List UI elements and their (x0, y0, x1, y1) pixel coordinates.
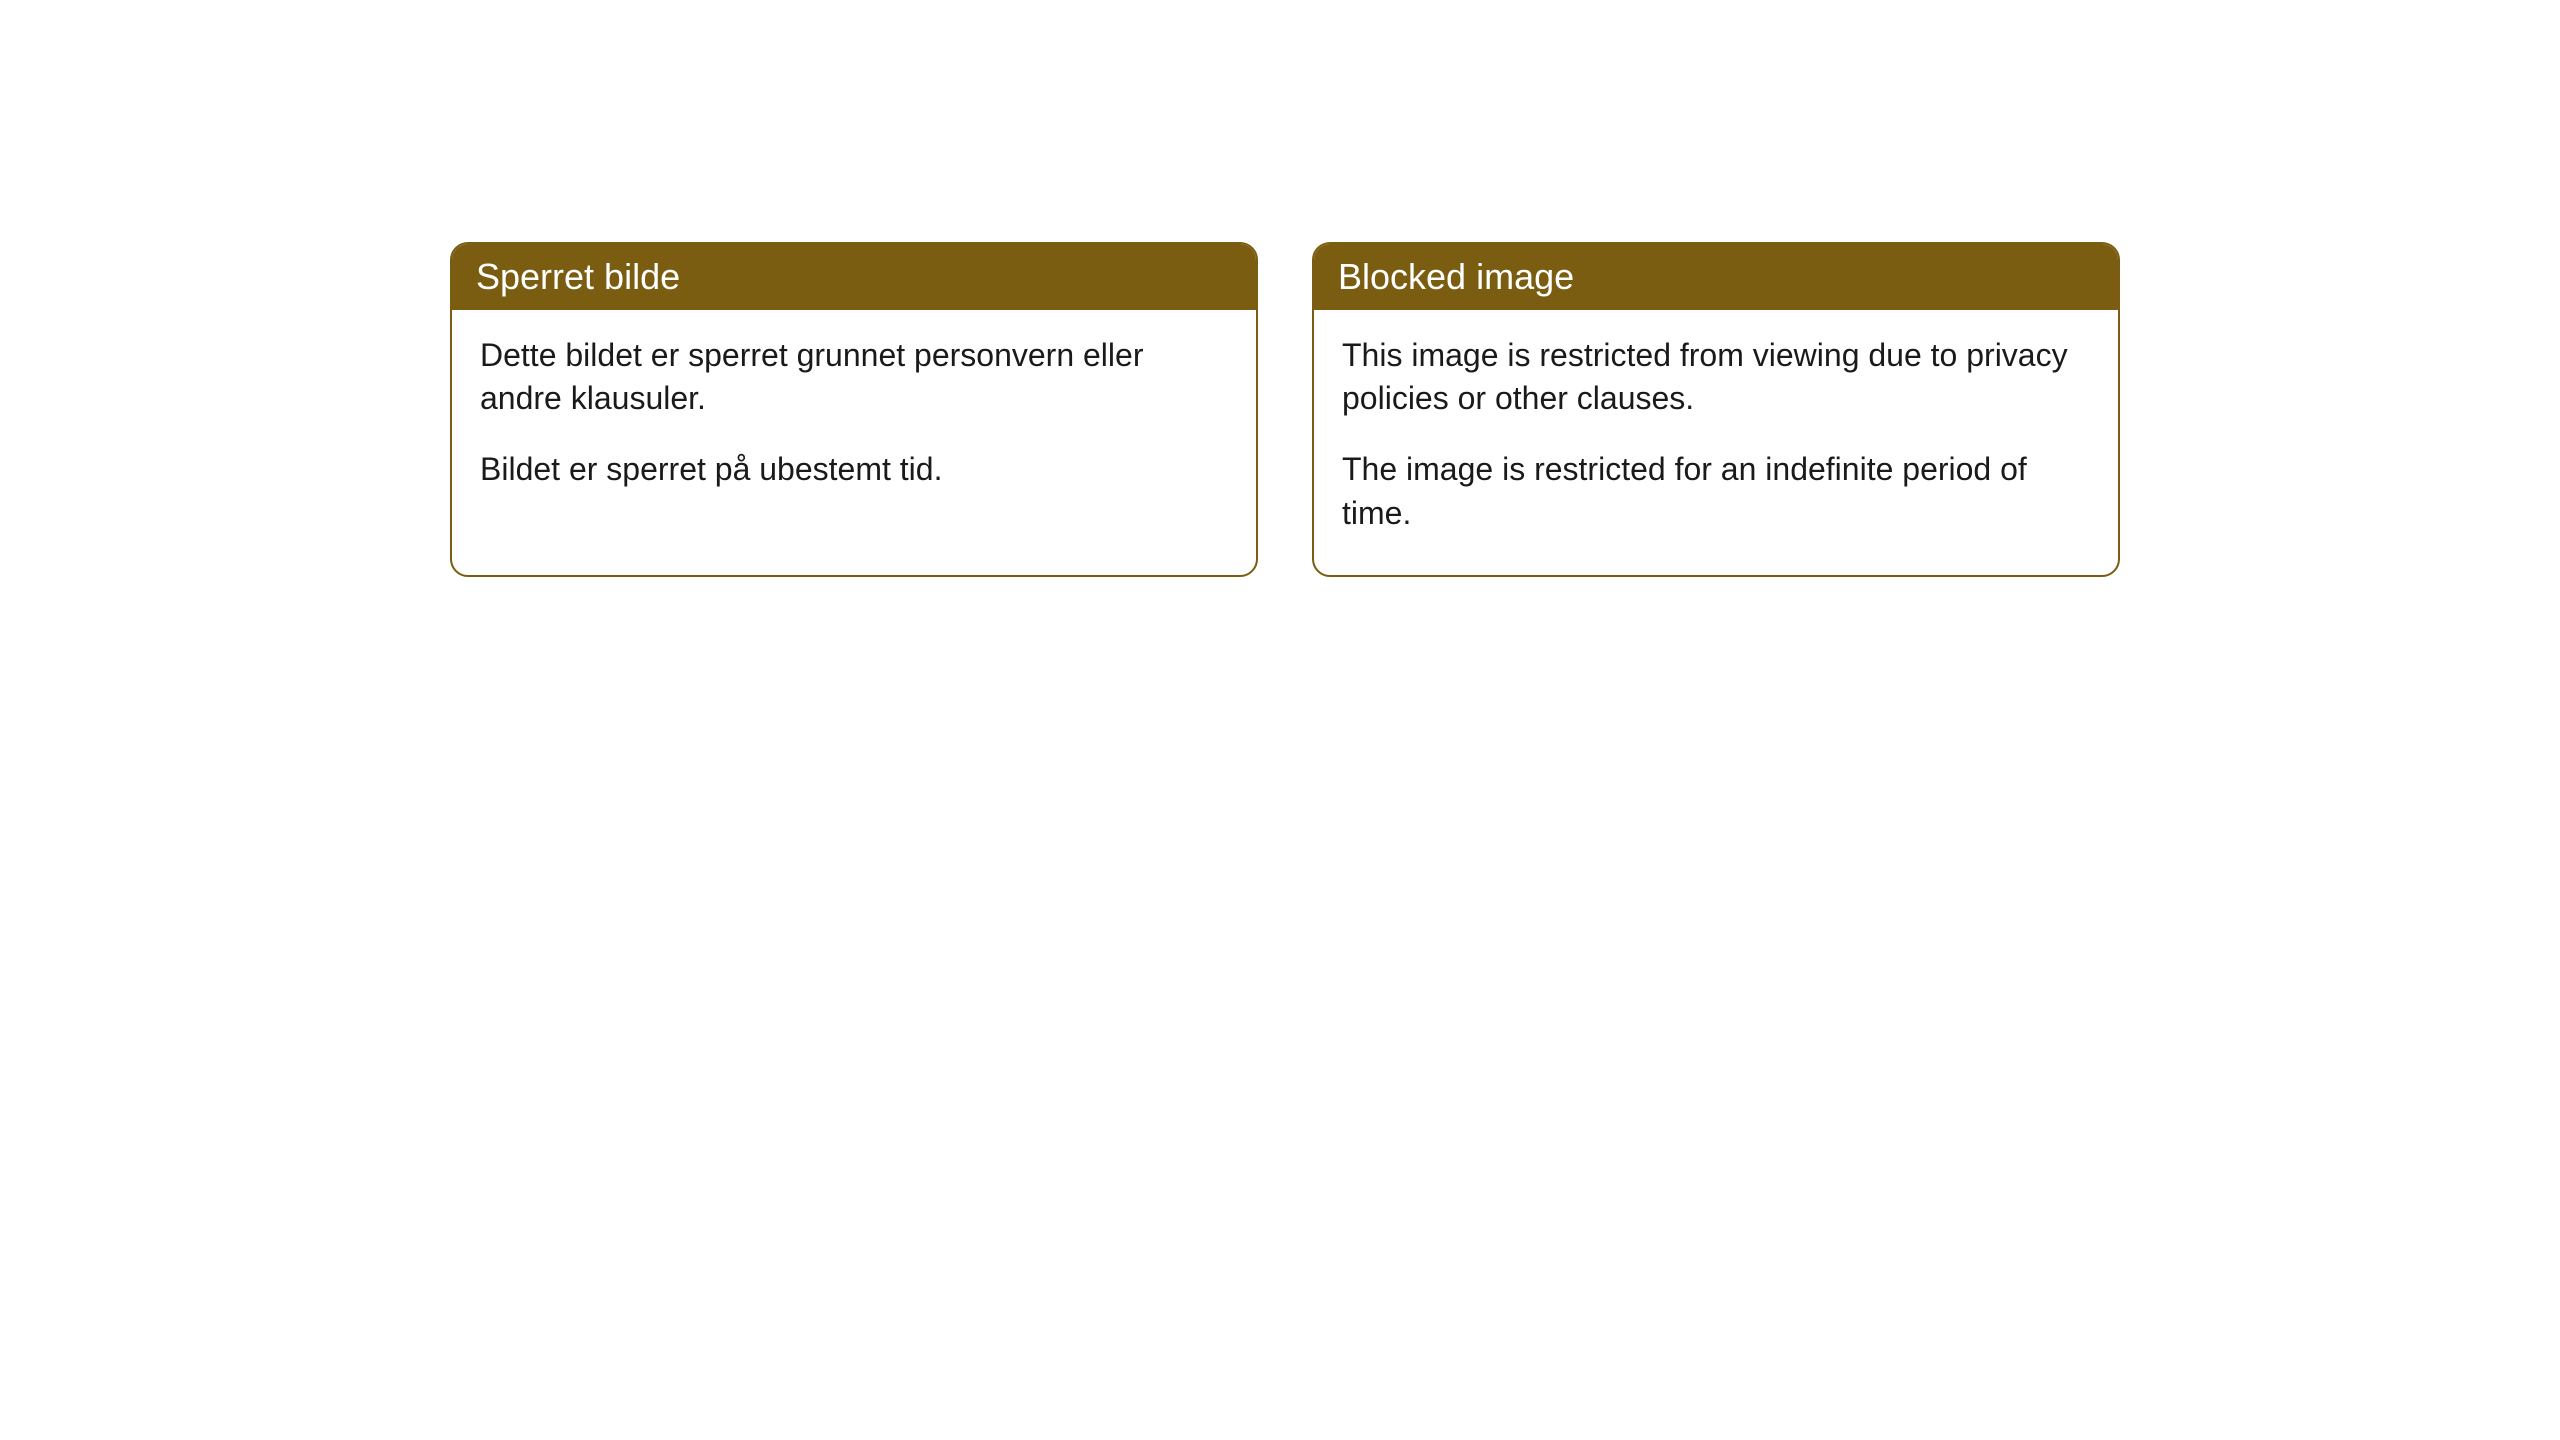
card-paragraph: This image is restricted from viewing du… (1342, 334, 2090, 420)
card-body: This image is restricted from viewing du… (1314, 310, 2118, 575)
card-title: Blocked image (1338, 256, 1574, 297)
card-body: Dette bildet er sperret grunnet personve… (452, 310, 1256, 532)
card-paragraph: Dette bildet er sperret grunnet personve… (480, 334, 1228, 420)
blocked-image-card-english: Blocked image This image is restricted f… (1312, 242, 2120, 577)
blocked-image-card-norwegian: Sperret bilde Dette bildet er sperret gr… (450, 242, 1258, 577)
card-header: Blocked image (1314, 244, 2118, 310)
notice-cards-container: Sperret bilde Dette bildet er sperret gr… (0, 0, 2560, 577)
card-title: Sperret bilde (476, 256, 680, 297)
card-paragraph: Bildet er sperret på ubestemt tid. (480, 448, 1228, 491)
card-header: Sperret bilde (452, 244, 1256, 310)
card-paragraph: The image is restricted for an indefinit… (1342, 448, 2090, 534)
